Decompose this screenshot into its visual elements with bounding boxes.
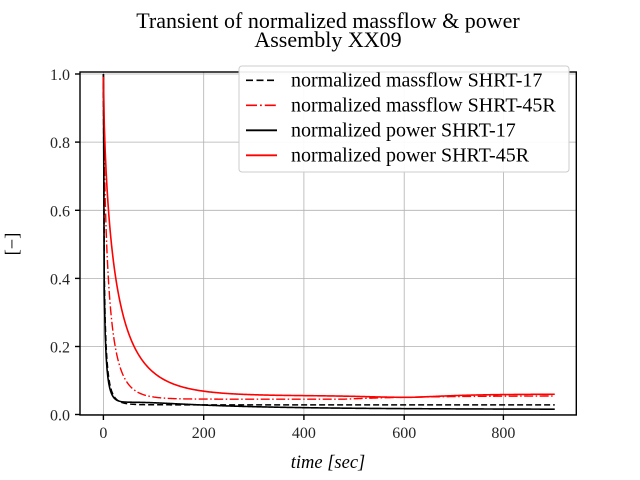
svg-text:[−]: [−] xyxy=(3,233,23,256)
svg-text:normalized massflow SHRT-45R: normalized massflow SHRT-45R xyxy=(291,95,556,117)
svg-text:0.0: 0.0 xyxy=(50,408,70,425)
svg-text:0.2: 0.2 xyxy=(50,340,70,357)
svg-text:400: 400 xyxy=(292,425,316,442)
svg-text:Assembly XX09: Assembly XX09 xyxy=(254,27,401,52)
svg-text:600: 600 xyxy=(392,425,416,442)
svg-text:0.8: 0.8 xyxy=(50,135,70,152)
svg-text:time [sec]: time [sec] xyxy=(291,453,366,473)
svg-text:1.0: 1.0 xyxy=(50,67,70,84)
svg-text:normalized power SHRT-17: normalized power SHRT-17 xyxy=(291,120,516,142)
svg-text:200: 200 xyxy=(192,425,216,442)
svg-text:normalized massflow SHRT-17: normalized massflow SHRT-17 xyxy=(291,70,542,92)
svg-text:normalized power SHRT-45R: normalized power SHRT-45R xyxy=(291,145,530,167)
svg-text:0: 0 xyxy=(99,425,107,442)
svg-text:0.6: 0.6 xyxy=(50,203,70,220)
svg-text:800: 800 xyxy=(491,425,515,442)
svg-text:0.4: 0.4 xyxy=(50,271,70,288)
